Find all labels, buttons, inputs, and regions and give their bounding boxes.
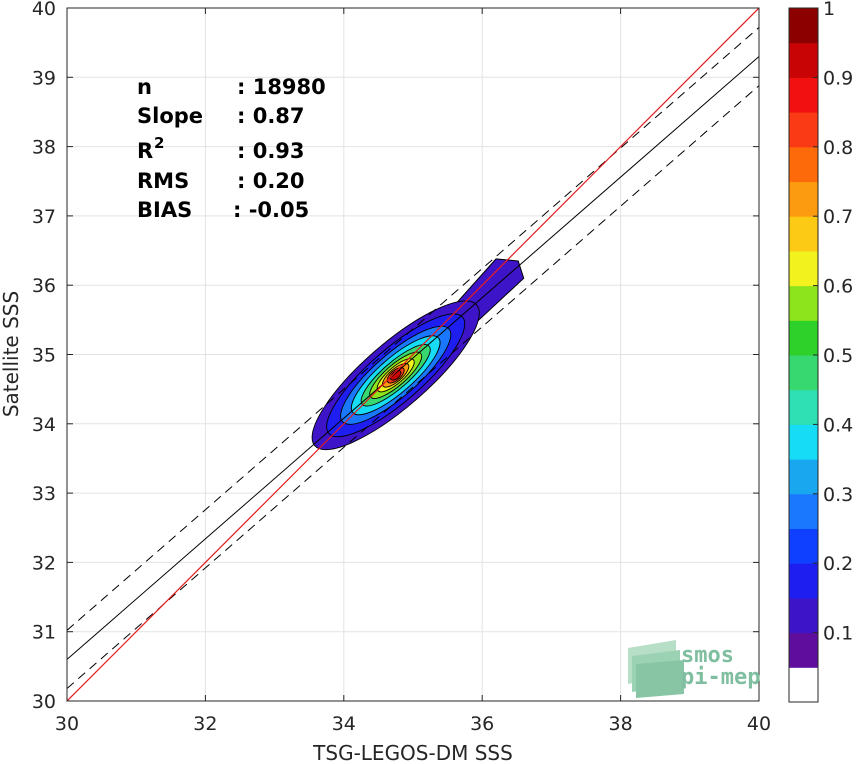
regression-upper-bound bbox=[67, 27, 759, 631]
colorbar-swatch bbox=[789, 493, 818, 529]
colorbar-swatch bbox=[789, 285, 818, 321]
logo-waves-icon bbox=[628, 640, 684, 698]
x-tick-label: 36 bbox=[470, 713, 494, 735]
x-tick-label: 34 bbox=[332, 713, 356, 735]
colorbar-swatch bbox=[789, 563, 818, 599]
colorbar-swatch bbox=[789, 355, 818, 391]
y-tick-label: 30 bbox=[32, 691, 56, 713]
stat-r2-superscript: 2 bbox=[154, 134, 164, 152]
x-tick-label: 40 bbox=[747, 713, 771, 735]
y-axis-label: Satellite SSS bbox=[0, 291, 23, 417]
colorbar-swatch bbox=[789, 424, 818, 460]
stat-r2-label: R bbox=[137, 139, 153, 163]
colorbar-swatch bbox=[789, 112, 818, 148]
reference-lines bbox=[67, 8, 759, 701]
y-tick-label: 38 bbox=[32, 137, 56, 159]
stat-bias-label: BIAS bbox=[137, 198, 192, 222]
y-tick-label: 35 bbox=[32, 345, 56, 367]
y-tick-label: 34 bbox=[32, 414, 56, 436]
y-tick-label: 32 bbox=[32, 552, 56, 574]
colorbar-swatch bbox=[789, 597, 818, 634]
grid bbox=[67, 8, 759, 701]
y-tick-label: 39 bbox=[32, 67, 56, 89]
colorbar bbox=[789, 8, 818, 703]
contour-level-0.95 bbox=[390, 369, 402, 381]
colorbar-tick-label: 0.4 bbox=[823, 414, 853, 436]
colorbar-tick-label: 0.8 bbox=[823, 137, 853, 159]
stat-rms-label: RMS bbox=[137, 169, 189, 193]
stat-slope-value: : 0.87 bbox=[237, 104, 305, 128]
y-tick-label: 37 bbox=[32, 206, 56, 228]
stat-n-label: n bbox=[137, 75, 152, 99]
colorbar-swatch bbox=[789, 216, 818, 252]
colorbar-tick-label: 0.9 bbox=[823, 67, 853, 89]
colorbar-swatch bbox=[789, 181, 818, 217]
y-tick-label: 40 bbox=[32, 0, 56, 20]
colorbar-swatch bbox=[789, 389, 818, 425]
logo-line-1: smos bbox=[681, 643, 734, 668]
colorbar-tick-label: 0.6 bbox=[823, 276, 853, 298]
y-tick-label: 31 bbox=[32, 622, 56, 644]
colorbar-tick-label: 0.2 bbox=[823, 553, 853, 575]
colorbar-swatch bbox=[789, 459, 818, 495]
identity-line bbox=[67, 8, 759, 701]
stat-r2-value: : 0.93 bbox=[237, 139, 305, 163]
colorbar-swatch bbox=[789, 250, 818, 287]
colorbar-swatch bbox=[789, 632, 818, 668]
colorbar-swatch bbox=[789, 320, 818, 356]
stats-box: n : 18980 Slope : 0.87 R 2 : 0.93 RMS : … bbox=[137, 75, 326, 222]
colorbar-tick-label: 0.1 bbox=[823, 623, 853, 645]
x-tick-label: 30 bbox=[55, 713, 79, 735]
x-tick-label: 38 bbox=[609, 713, 633, 735]
colorbar-swatch bbox=[789, 528, 818, 564]
x-axis-ticks: 30 32 34 36 38 40 bbox=[55, 8, 771, 735]
colorbar-tick-label: 0.3 bbox=[823, 484, 853, 506]
colorbar-swatch bbox=[789, 42, 818, 78]
logo-line-2: pi-mep bbox=[681, 665, 760, 690]
colorbar-ticks: 0.1 0.2 0.3 0.4 0.5 0.6 0.7 0.8 0.9 1 bbox=[813, 0, 853, 645]
regression-lower-bound bbox=[67, 85, 759, 689]
colorbar-swatch bbox=[789, 77, 818, 113]
colorbar-swatch bbox=[789, 8, 818, 44]
smos-pi-mep-logo: smos pi-mep bbox=[628, 640, 760, 698]
stat-slope-label: Slope bbox=[137, 104, 203, 128]
stat-rms-value: : 0.20 bbox=[237, 169, 305, 193]
stat-n-value: : 18980 bbox=[237, 75, 326, 99]
stat-bias-value: : -0.05 bbox=[233, 198, 309, 222]
y-axis-ticks: 30 31 32 33 34 35 36 37 38 39 40 bbox=[32, 0, 759, 713]
colorbar-swatch bbox=[789, 146, 818, 182]
y-tick-label: 36 bbox=[32, 275, 56, 297]
regression-line bbox=[67, 56, 759, 660]
x-axis-label: TSG-LEGOS-DM SSS bbox=[312, 741, 513, 764]
colorbar-tick-label: 0.5 bbox=[823, 345, 853, 367]
colorbar-tick-label: 0.7 bbox=[823, 206, 853, 228]
y-tick-label: 33 bbox=[32, 483, 56, 505]
x-tick-label: 32 bbox=[193, 713, 217, 735]
colorbar-tick-label: 1 bbox=[823, 0, 835, 20]
colorbar-swatch bbox=[789, 667, 818, 703]
